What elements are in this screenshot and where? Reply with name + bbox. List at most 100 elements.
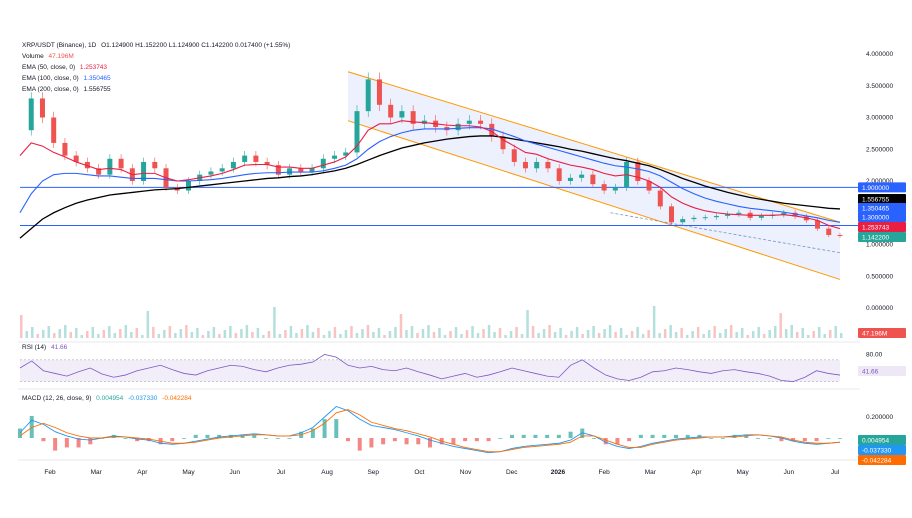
macd-histogram-bar bbox=[264, 438, 268, 439]
badge-ema50: 1.253743 bbox=[862, 225, 889, 232]
volume-bar bbox=[196, 328, 199, 338]
candle-body bbox=[118, 158, 124, 169]
volume-bar bbox=[663, 329, 667, 338]
macd-histogram-bar bbox=[779, 438, 784, 442]
volume-bar bbox=[75, 328, 78, 338]
candle-body bbox=[320, 158, 326, 169]
macd-histogram-bar bbox=[697, 434, 702, 438]
volume-bar bbox=[333, 327, 337, 338]
volume-bar bbox=[36, 334, 40, 338]
volume-bar bbox=[603, 329, 606, 338]
volume-bar bbox=[146, 311, 150, 338]
volume-bar bbox=[157, 334, 161, 338]
price-badges: 1.900000 1.556755 1.350465 1.300000 1.253743… bbox=[858, 182, 906, 465]
volume-bar bbox=[526, 310, 529, 338]
volume-bar bbox=[592, 326, 595, 338]
candle-body bbox=[691, 217, 697, 220]
macd-histogram-bar bbox=[428, 438, 432, 448]
volume-bar bbox=[234, 333, 238, 338]
volume-bar bbox=[278, 334, 282, 338]
macd-histogram-bar bbox=[41, 438, 46, 442]
candle-body bbox=[96, 168, 102, 175]
volume-bar bbox=[339, 334, 342, 338]
macd-histogram-bar bbox=[662, 434, 667, 438]
volume-bar bbox=[223, 330, 227, 338]
candle-body bbox=[376, 79, 382, 105]
candle-body bbox=[208, 171, 214, 175]
price-tick-label: 2.000000 bbox=[866, 178, 893, 185]
badge-1-90-bg bbox=[858, 182, 906, 193]
ohlc-values: O1.124900 H1.152200 L1.124900 C1.142200 … bbox=[101, 42, 291, 49]
macd-line bbox=[19, 405, 841, 454]
candle-body bbox=[39, 98, 45, 118]
volume-bar bbox=[179, 329, 183, 338]
time-tick-label: Nov bbox=[460, 469, 472, 476]
volume-bar bbox=[537, 333, 540, 338]
macd-line-value: -0.037330 bbox=[128, 395, 158, 402]
candle-body bbox=[567, 177, 573, 181]
time-tick-label: Aug bbox=[321, 469, 333, 476]
ema200-label: EMA (200, close, 0) bbox=[22, 86, 79, 93]
volume-bar bbox=[504, 335, 507, 338]
candle-body bbox=[410, 111, 416, 124]
volume-bar bbox=[608, 325, 612, 338]
candle-body bbox=[365, 79, 371, 112]
volume-bar bbox=[289, 326, 293, 338]
badge-signal: -0.042284 bbox=[862, 458, 892, 465]
ema50-label: EMA (50, close, 0) bbox=[22, 64, 76, 71]
volume-bar bbox=[322, 335, 326, 338]
macd-histogram-bar bbox=[182, 438, 186, 439]
rsi-tick-label: 80.00 bbox=[866, 351, 883, 358]
volume-bar bbox=[256, 328, 260, 338]
candle-body bbox=[332, 155, 338, 159]
volume-bar bbox=[438, 328, 441, 338]
volume-bar bbox=[806, 335, 810, 338]
volume-bar bbox=[366, 325, 370, 338]
macd-histogram-bar bbox=[170, 438, 175, 442]
volume-bar bbox=[394, 327, 397, 338]
volume-bar bbox=[152, 327, 155, 338]
time-tick-label: Jul bbox=[831, 469, 840, 476]
candle-body bbox=[107, 158, 113, 175]
candle-body bbox=[388, 104, 394, 118]
volume-bar bbox=[108, 326, 111, 338]
volume-bar bbox=[531, 326, 535, 338]
macd-histogram-bar bbox=[638, 434, 643, 438]
time-tick-label: 2026 bbox=[551, 469, 566, 476]
volume-bar bbox=[141, 335, 144, 338]
candle-body bbox=[612, 187, 618, 191]
rsi-legend: RSI (14) 41.66 bbox=[22, 344, 67, 351]
time-tick-label: May bbox=[182, 469, 195, 476]
macd-histogram-bar bbox=[193, 434, 198, 438]
candle-body bbox=[601, 184, 607, 191]
volume-bar bbox=[64, 325, 67, 338]
candle-body bbox=[399, 111, 405, 118]
volume-bar bbox=[240, 329, 243, 338]
time-tick-label: Dec bbox=[506, 469, 518, 476]
candle-body bbox=[28, 98, 34, 131]
volume-bar bbox=[790, 325, 793, 338]
time-tick-label: Jun bbox=[229, 469, 240, 476]
price-tick-label: 3.500000 bbox=[866, 83, 893, 90]
macd-histogram-bar bbox=[603, 438, 608, 445]
symbol-row: XRP/USDT (Binance), 1D O1.124900 H1.1522… bbox=[22, 40, 290, 51]
volume-bar bbox=[817, 327, 821, 338]
volume-bar bbox=[691, 331, 694, 338]
badge-ema200: 1.556755 bbox=[862, 197, 889, 204]
macd-histogram-bar bbox=[802, 438, 807, 442]
price-tick-label: 1.000000 bbox=[866, 242, 893, 249]
badge-1-30-bg bbox=[858, 212, 906, 222]
macd-histogram-bar bbox=[756, 438, 760, 439]
macd-histogram-bar bbox=[346, 438, 350, 442]
volume-bar bbox=[498, 328, 502, 338]
volume-bar bbox=[674, 332, 678, 338]
volume-bar bbox=[388, 331, 392, 338]
ema100-label: EMA (100, close, 0) bbox=[22, 75, 79, 82]
macd-histogram-bar bbox=[498, 438, 503, 439]
volume-bar bbox=[652, 306, 656, 338]
ema100-line bbox=[19, 127, 841, 223]
volume-bar bbox=[273, 307, 276, 338]
candle-body bbox=[309, 168, 315, 172]
volume-bar bbox=[185, 325, 188, 338]
volume-bar bbox=[564, 335, 568, 338]
